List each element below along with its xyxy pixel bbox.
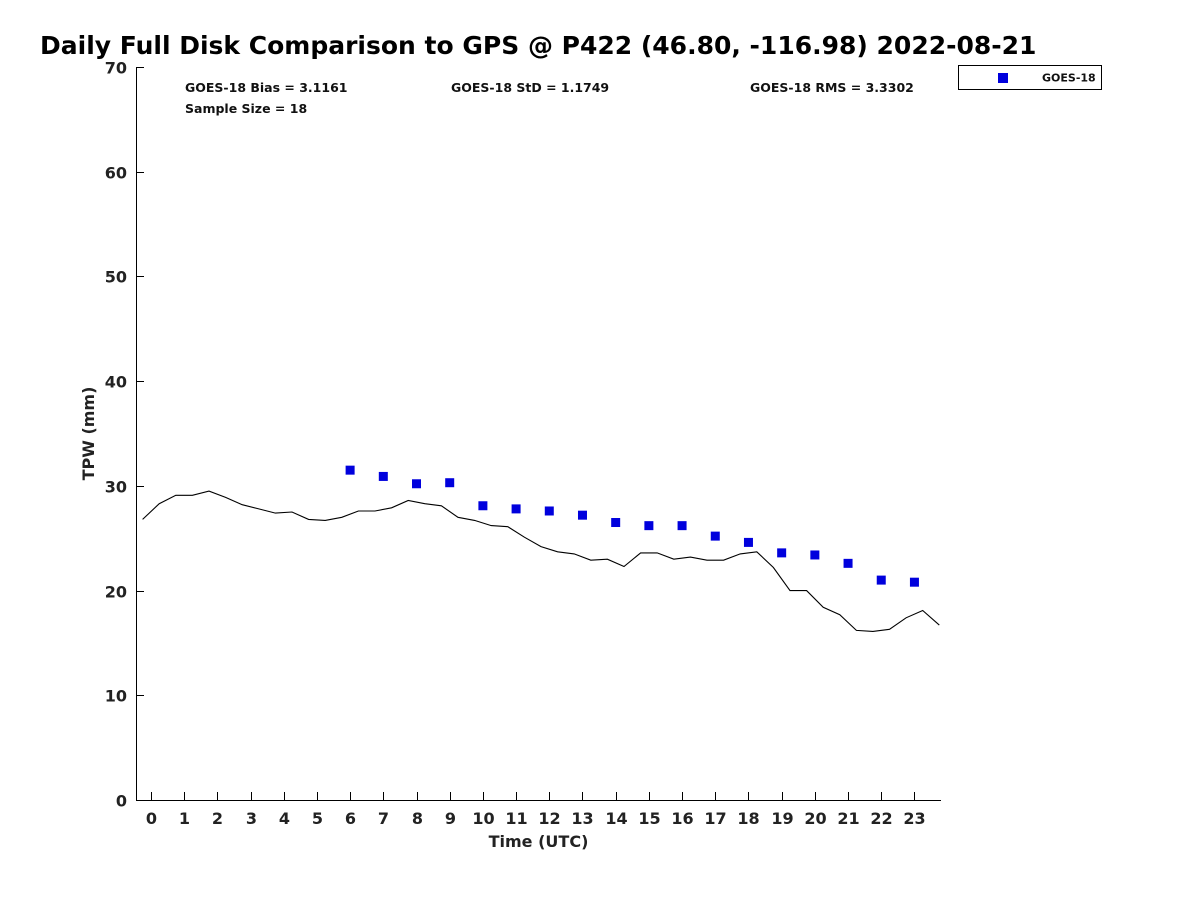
x-tick-label: 10 xyxy=(472,809,494,828)
x-tick-label: 15 xyxy=(638,809,660,828)
goes18-marker xyxy=(909,577,919,587)
goes18-marker xyxy=(743,537,753,547)
goes18-marker xyxy=(777,548,787,558)
goes18-marker xyxy=(345,465,355,475)
x-tick-label: 4 xyxy=(279,809,290,828)
legend: GOES-18 xyxy=(958,65,1102,90)
y-tick-label: 50 xyxy=(105,268,127,287)
goes18-marker xyxy=(378,471,388,481)
x-tick-label: 3 xyxy=(246,809,257,828)
sample-size-stat: Sample Size = 18 xyxy=(185,101,307,116)
chart-title: Daily Full Disk Comparison to GPS @ P422… xyxy=(40,31,1036,60)
x-tick-label: 5 xyxy=(312,809,323,828)
x-tick-label: 0 xyxy=(146,809,157,828)
x-tick-label: 22 xyxy=(870,809,892,828)
y-tick-label: 20 xyxy=(105,583,127,602)
x-tick-label: 23 xyxy=(903,809,925,828)
x-tick-label: 9 xyxy=(445,809,456,828)
x-tick-label: 18 xyxy=(737,809,759,828)
y-tick-label: 0 xyxy=(116,792,127,811)
goes18-marker xyxy=(677,521,687,531)
x-tick-label: 17 xyxy=(704,809,726,828)
y-tick-label: 70 xyxy=(105,59,127,78)
x-tick-label: 20 xyxy=(804,809,826,828)
legend-marker-goes18 xyxy=(998,73,1008,83)
x-tick-label: 2 xyxy=(212,809,223,828)
x-tick-label: 13 xyxy=(571,809,593,828)
x-tick-label: 14 xyxy=(605,809,627,828)
gps-tpw-line xyxy=(142,490,940,632)
y-tick-label: 30 xyxy=(105,478,127,497)
goes18-marker xyxy=(445,478,455,488)
x-tick-label: 21 xyxy=(837,809,859,828)
x-tick-label: 16 xyxy=(671,809,693,828)
goes18-marker xyxy=(644,521,654,531)
goes18-marker xyxy=(876,575,886,585)
goes18-marker xyxy=(511,504,521,514)
rms-stat: GOES-18 RMS = 3.3302 xyxy=(750,80,914,95)
x-axis-label: Time (UTC) xyxy=(489,832,589,851)
x-tick-label: 7 xyxy=(378,809,389,828)
y-tick-label: 60 xyxy=(105,164,127,183)
goes18-marker xyxy=(412,479,422,489)
x-tick-label: 8 xyxy=(412,809,423,828)
goes18-marker xyxy=(577,510,587,520)
legend-box xyxy=(958,65,1102,90)
goes18-marker xyxy=(710,531,720,541)
goes18-marker xyxy=(544,506,554,516)
x-tick-label: 11 xyxy=(505,809,527,828)
x-tick-label: 6 xyxy=(345,809,356,828)
bias-stat: GOES-18 Bias = 3.1161 xyxy=(185,80,347,95)
legend-label-goes18: GOES-18 xyxy=(1042,72,1096,85)
y-tick-label: 10 xyxy=(105,687,127,706)
goes18-marker xyxy=(611,518,621,528)
x-tick-label: 19 xyxy=(771,809,793,828)
goes18-marker xyxy=(478,501,488,511)
std-stat: GOES-18 StD = 1.1749 xyxy=(451,80,609,95)
x-ticks: 0 1 2 3 4 5 6 7 8 9 10 11 12 13 14 15 16 17 18 19 20 21 22 23 xyxy=(146,792,926,828)
goes18-marker xyxy=(810,550,820,560)
y-tick-label: 40 xyxy=(105,373,127,392)
x-tick-label: 12 xyxy=(538,809,560,828)
series-layer xyxy=(142,465,940,632)
y-axis-label: TPW (mm) xyxy=(79,387,98,481)
goes18-marker xyxy=(843,558,853,568)
x-tick-label: 1 xyxy=(179,809,190,828)
y-ticks: 0 10 20 30 40 50 60 70 xyxy=(105,59,144,811)
